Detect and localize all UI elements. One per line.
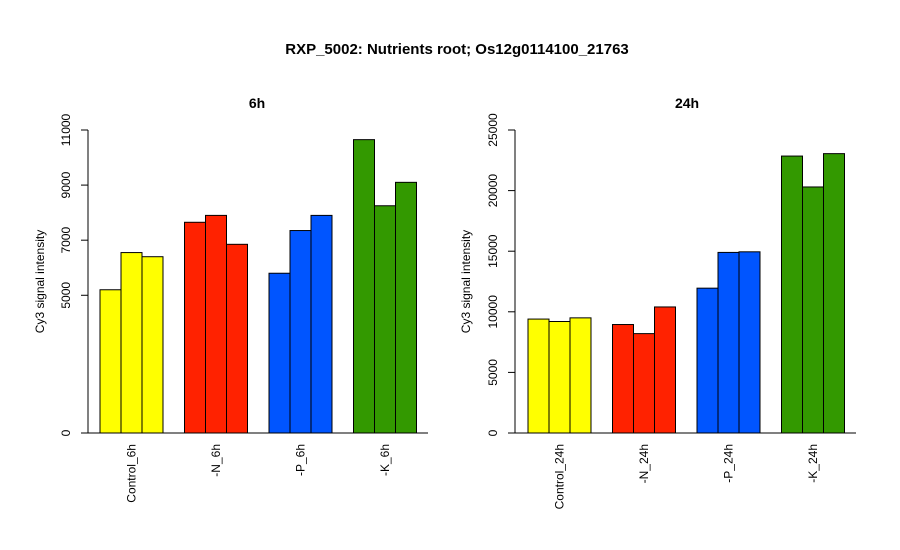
bar (738, 251, 761, 434)
bar (374, 205, 396, 434)
y-tick-label: 20000 (486, 174, 500, 208)
category-label: -K_6h (378, 444, 392, 476)
bar (781, 155, 803, 434)
bar (289, 230, 312, 434)
category-label: Control_6h (125, 444, 139, 503)
bar (353, 139, 375, 434)
panel-24h: 24h Cy3 signal intensity 0 5000 10000 15000 20… (459, 95, 856, 509)
bar (717, 251, 740, 434)
bar (633, 333, 655, 434)
bar (226, 243, 248, 434)
y-axis-title: Cy3 signal intensity (459, 230, 473, 333)
panel-title: 24h (675, 95, 699, 111)
panel-6h: 6h Cy3 signal intensity 0 5000 7000 9000 11000… (33, 95, 428, 503)
bar (548, 320, 571, 434)
bar (395, 181, 417, 434)
category-label: -K_24h (806, 444, 820, 483)
figure-title: RXP_5002: Nutrients root; Os12g0114100_2… (285, 41, 629, 58)
bar (120, 252, 143, 434)
bar (99, 289, 122, 434)
y-axis-title: Cy3 signal intensity (33, 230, 47, 333)
y-tick-label: 10000 (486, 295, 500, 329)
bar (141, 256, 164, 434)
category-label: -P_24h (722, 444, 736, 483)
y-tick-label: 0 (59, 429, 73, 436)
bar (823, 153, 845, 434)
category-label: -N_6h (209, 444, 223, 477)
bar (802, 186, 824, 434)
y-tick-label: 5000 (59, 282, 73, 309)
category-label: Control_24h (553, 444, 567, 509)
category-label: -P_6h (294, 444, 308, 476)
y-tick-label: 7000 (59, 227, 73, 254)
y-tick-label: 11000 (59, 113, 73, 146)
y-tick-label: 25000 (486, 113, 500, 147)
bar (527, 318, 550, 434)
bar (654, 306, 676, 434)
bar (696, 287, 719, 434)
bar (612, 324, 634, 434)
bar (184, 221, 206, 434)
category-label: -N_24h (637, 444, 651, 483)
y-tick-label: 9000 (59, 171, 73, 198)
bar (268, 272, 291, 434)
panel-title: 6h (249, 95, 265, 111)
y-tick-label: 0 (486, 429, 500, 436)
bar (310, 214, 333, 434)
y-tick-label: 5000 (486, 359, 500, 386)
bar (205, 214, 227, 434)
y-tick-label: 15000 (486, 234, 500, 268)
bar (569, 317, 592, 434)
